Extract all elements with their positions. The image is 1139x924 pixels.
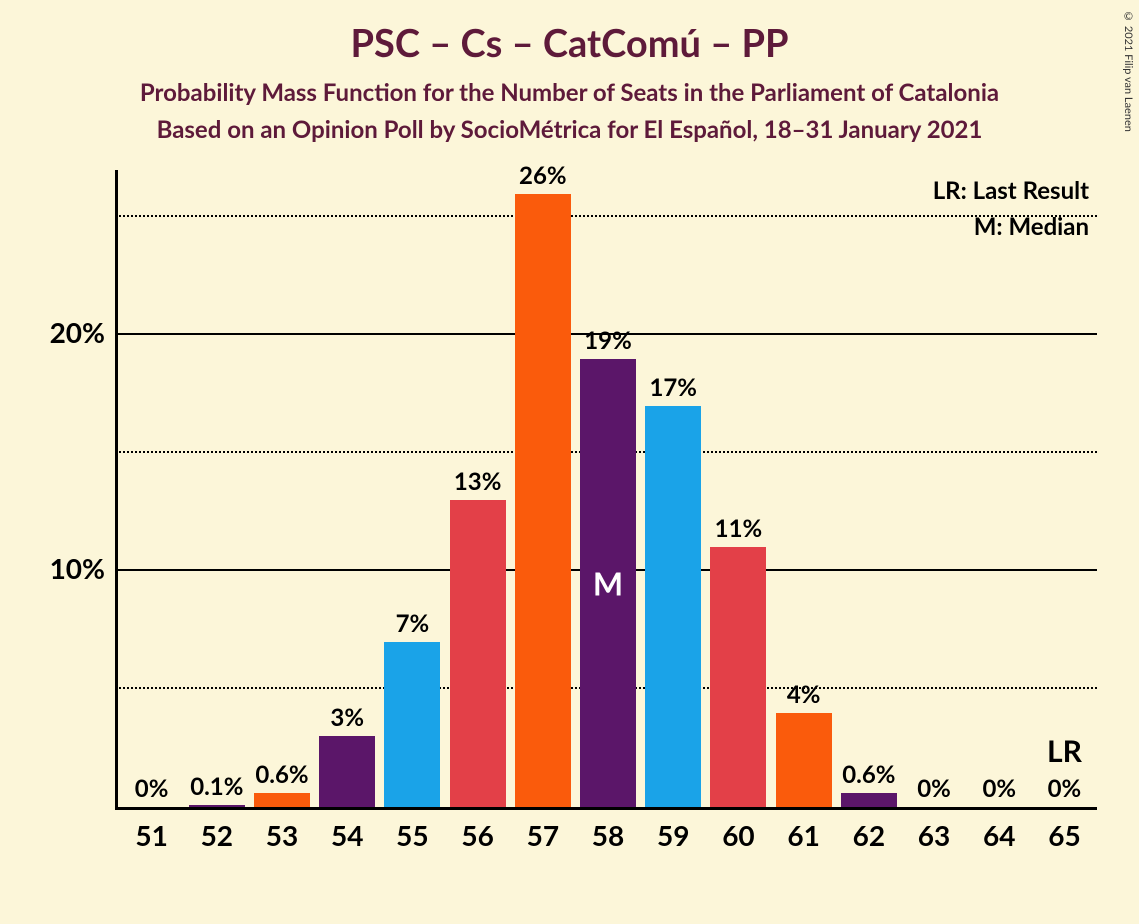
bar-slot: 0.6% [249,793,314,807]
bar-value-label: 19% [584,326,632,355]
bar-value-label: 26% [519,161,567,190]
chart-title: PSC – Cs – CatComú – PP [30,20,1109,66]
bar-value-label: 13% [454,467,502,496]
bar: 0.1% [189,805,245,807]
median-marker: M [593,563,623,602]
bar: 26% [515,194,571,807]
chart-subtitle-1: Probability Mass Function for the Number… [30,78,1109,107]
bar-value-label: 0% [982,774,1016,803]
x-tick-label: 62 [836,818,901,852]
x-tick-label: 64 [967,818,1032,852]
lr-marker: LR [1047,733,1082,769]
bar-value-label: 4% [787,680,821,709]
bar: 13% [450,500,506,807]
x-tick-label: 61 [771,818,836,852]
bar: 19%M [580,359,636,807]
bar-slot: 0.1% [184,805,249,807]
x-tick-label: 53 [249,818,314,852]
bar-slot: 13% [445,500,510,807]
bar-slot: 4% [771,713,836,807]
copyright-text: © 2021 Filip van Laenen [1122,10,1135,132]
bar: 7% [384,642,440,807]
bar: 3% [319,736,375,807]
bar-slot: 26% [510,194,575,807]
bar-value-label: 0.6% [842,760,895,789]
bar-value-label: 0% [1048,774,1082,803]
x-tick-label: 60 [706,818,771,852]
bar-slot: 7% [380,642,445,807]
chart-subtitle-2: Based on an Opinion Poll by SocioMétrica… [30,115,1109,144]
y-tick-label: 10% [50,551,105,585]
bar-value-label: 11% [715,514,763,543]
x-tick-label: 57 [510,818,575,852]
x-tick-label: 51 [119,818,184,852]
bar-value-label: 0% [917,774,951,803]
x-axis [115,807,1097,810]
bar: 11% [710,547,766,807]
bars-group: 0%0.1%0.6%3%7%13%26%19%M17%11%4%0.6%0%0%… [115,170,1097,807]
bar-value-label: 0.1% [190,772,243,801]
x-tick-label: 56 [445,818,510,852]
x-tick-label: 55 [380,818,445,852]
x-axis-labels: 515253545556575859606162636465 [115,818,1097,852]
x-tick-label: 63 [901,818,966,852]
x-tick-label: 54 [315,818,380,852]
bar-slot: 3% [315,736,380,807]
bar-value-label: 7% [396,609,430,638]
bar-slot: 17% [641,406,706,807]
chart-container: PSC – Cs – CatComú – PP Probability Mass… [0,0,1139,924]
bar-slot: 11% [706,547,771,807]
bar-slot: 19%M [575,359,640,807]
bar-value-label: 17% [649,373,697,402]
bar: 0.6% [841,793,897,807]
bar-value-label: 0.6% [255,760,308,789]
bar-value-label: 3% [330,703,364,732]
x-tick-label: 52 [184,818,249,852]
x-tick-label: 59 [641,818,706,852]
bar: 17% [645,406,701,807]
y-tick-label: 20% [50,315,105,349]
bar-slot: 0.6% [836,793,901,807]
bar: 4% [776,713,832,807]
x-tick-label: 58 [575,818,640,852]
x-tick-label: 65 [1032,818,1097,852]
bar-value-label: 0% [135,774,169,803]
plot-area: 10%20% LR: Last Result M: Median 0%0.1%0… [115,170,1097,810]
bar: 0.6% [254,793,310,807]
